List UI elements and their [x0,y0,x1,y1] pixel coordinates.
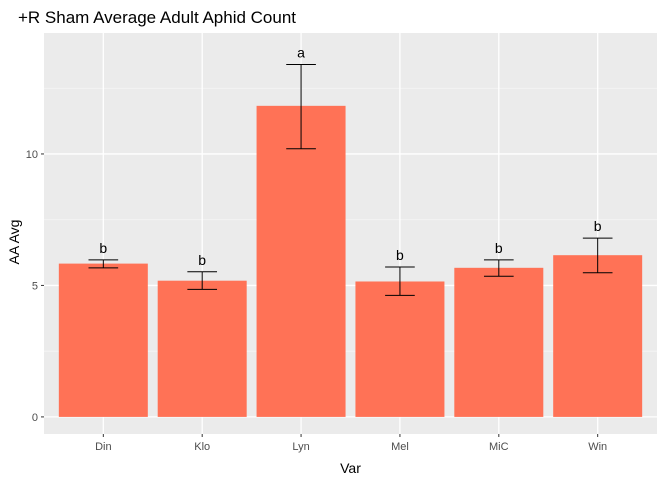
y-axis: 0 5 10 [26,149,44,424]
bar-klo [157,280,247,417]
y-tick-label: 10 [26,149,38,161]
x-tick-label: MiC [489,441,509,453]
bar-lyn [256,105,346,417]
chart-title: +R Sham Average Adult Aphid Count [18,8,296,27]
error-bars-group [88,64,613,296]
y-axis-title: AA Avg [6,220,22,265]
bars-group [58,105,643,417]
bar-mic [454,267,544,417]
x-tick-label: Lyn [292,441,309,453]
significance-label: b [396,247,404,263]
bar-din [58,263,148,417]
bar-win [553,255,643,417]
x-tick-label: Din [95,441,112,453]
x-tick-label: Win [588,441,607,453]
significance-label: b [594,218,602,234]
x-tick-label: Mel [391,441,409,453]
x-axis-title: Var [340,460,361,476]
y-tick-label: 5 [32,280,38,292]
significance-labels-group: b b a b b b [99,45,601,268]
bar-mel [355,281,445,417]
x-tick-label: Klo [194,441,210,453]
significance-label: a [297,45,305,61]
x-axis: Din Klo Lyn Mel MiC Win [95,434,607,453]
significance-label: b [495,240,503,256]
significance-label: b [198,252,206,268]
y-tick-label: 0 [32,412,38,424]
significance-label: b [99,240,107,256]
